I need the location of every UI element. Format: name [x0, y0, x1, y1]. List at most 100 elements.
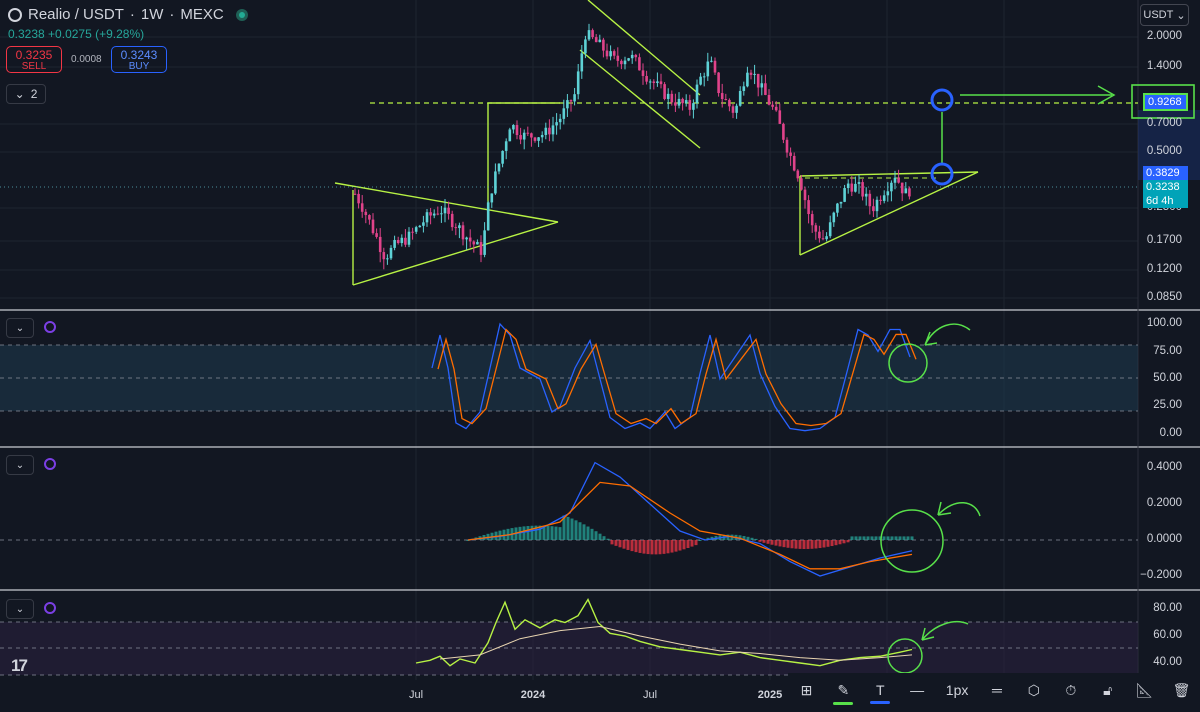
candle-body	[522, 132, 526, 140]
candle-body	[861, 182, 864, 197]
sell-button[interactable]: 0.3235 SELL	[6, 46, 62, 73]
candle-body	[652, 81, 656, 83]
candle-body	[612, 51, 616, 56]
symbol-name[interactable]: Realio / USDT	[28, 6, 124, 23]
macd-histogram-bar	[622, 540, 626, 549]
indicators-toggle[interactable]: ⌄ 2	[6, 84, 46, 104]
layout-grid-icon[interactable]: ⊞	[800, 681, 813, 698]
sell-label: SELL	[21, 61, 47, 72]
candle-body	[666, 93, 670, 99]
stoch-pane-toggle[interactable]: ⌄	[6, 318, 34, 338]
pattern-line	[334, 182, 559, 223]
macd-histogram-bar	[538, 525, 542, 540]
candle-body	[375, 233, 378, 237]
ruler-icon[interactable]: 📐︎	[1135, 681, 1154, 698]
macd-histogram-bar	[570, 518, 574, 540]
macd-histogram-bar	[662, 540, 666, 554]
macd-histogram-bar	[586, 526, 590, 540]
candle-body	[425, 212, 429, 223]
macd-histogram-bar	[886, 536, 890, 540]
candle-body	[432, 213, 436, 216]
candle-body	[699, 76, 702, 85]
candle-body	[605, 50, 609, 57]
candle-body	[908, 188, 911, 197]
candle-body	[540, 134, 544, 138]
candle-body	[562, 108, 566, 119]
macd-histogram-bar	[862, 536, 866, 540]
candle-body	[836, 203, 839, 213]
candle-body	[378, 236, 382, 253]
pencil-icon[interactable]: ✎	[830, 682, 856, 705]
macd-histogram-bar	[582, 524, 586, 540]
candle-body	[414, 227, 418, 232]
macd-histogram-bar	[866, 536, 870, 540]
macd-histogram-bar	[854, 536, 858, 540]
candle-body	[422, 222, 425, 226]
macd-histogram-bar	[618, 540, 622, 548]
level-price-tag: 0.3829	[1143, 166, 1188, 180]
candle-body	[404, 237, 407, 245]
macd-histogram-bar	[542, 525, 546, 540]
target-price-tag: 0.9268	[1143, 93, 1188, 111]
macd-histogram-bar	[802, 540, 806, 549]
stoch-settings-icon[interactable]	[44, 321, 56, 333]
candle-body	[580, 53, 584, 72]
signal-line	[467, 481, 913, 570]
rsi-ma-line	[439, 626, 913, 661]
macd-histogram-bar	[870, 536, 874, 540]
rsi-pane-toggle[interactable]: ⌄	[6, 599, 34, 619]
candle-body	[638, 57, 641, 71]
candle-body	[436, 213, 440, 215]
candle-body	[857, 182, 861, 184]
macd-histogram-bar	[698, 540, 702, 541]
candle-body	[738, 90, 742, 106]
line-width-selector[interactable]: 1px	[945, 682, 969, 698]
lock-icon[interactable]: 🔓︎	[1103, 681, 1113, 698]
candle-body	[594, 37, 598, 43]
stochastic-rsi-pane	[0, 322, 1138, 432]
macd-pane-toggle[interactable]: ⌄	[6, 455, 34, 475]
price-tick: 0.5000	[1146, 145, 1182, 157]
macd-histogram-bar	[830, 540, 834, 547]
candle-body	[828, 222, 832, 237]
line-style-icon[interactable]: —	[910, 682, 925, 698]
candle-body	[846, 183, 850, 189]
rsi-tick: 80.00	[1153, 602, 1182, 614]
currency-button[interactable]: USDT ⌄	[1140, 4, 1189, 26]
macd-histogram-bar	[758, 540, 762, 542]
candle-body	[411, 231, 414, 233]
macd-histogram-bar	[906, 536, 910, 540]
interval-label[interactable]: 1W	[140, 6, 164, 23]
text-icon[interactable]: T	[867, 682, 893, 704]
candle-body	[843, 188, 846, 202]
macd-histogram-bar	[786, 540, 790, 548]
candle-body	[868, 193, 872, 207]
buy-button[interactable]: 0.3243 BUY	[111, 46, 167, 73]
macd-histogram-bar	[594, 531, 598, 540]
macd-histogram-bar	[634, 540, 638, 553]
line-icon[interactable]: ═	[992, 682, 1002, 698]
candle-body	[900, 182, 904, 194]
macd-histogram-bar	[614, 540, 618, 546]
symbol-header[interactable]: Realio / USDT · 1W · MEXC	[8, 6, 248, 23]
macd-histogram-bar	[766, 540, 770, 544]
macd-histogram-bar	[850, 536, 854, 540]
macd-histogram-bar	[666, 540, 670, 554]
stoch-tick: 100.00	[1146, 317, 1182, 329]
rsi-settings-icon[interactable]	[44, 602, 56, 614]
macd-histogram-bar	[798, 540, 802, 549]
candle-body	[796, 170, 800, 179]
macd-histogram-bar	[874, 536, 878, 540]
clock-icon[interactable]: ⏱	[1065, 681, 1077, 698]
polygon-icon[interactable]: ⬡	[1027, 681, 1040, 698]
trash-icon[interactable]: 🗑︎	[1172, 681, 1191, 698]
quote-line: 0.3238 +0.0275 (+9.28%)	[8, 27, 144, 41]
macd-histogram-bar	[650, 540, 654, 555]
macd-settings-icon[interactable]	[44, 458, 56, 470]
macd-histogram-bar	[526, 526, 530, 540]
candle-body	[713, 60, 717, 73]
candle-body	[634, 54, 638, 58]
time-label: 2025	[757, 689, 783, 701]
